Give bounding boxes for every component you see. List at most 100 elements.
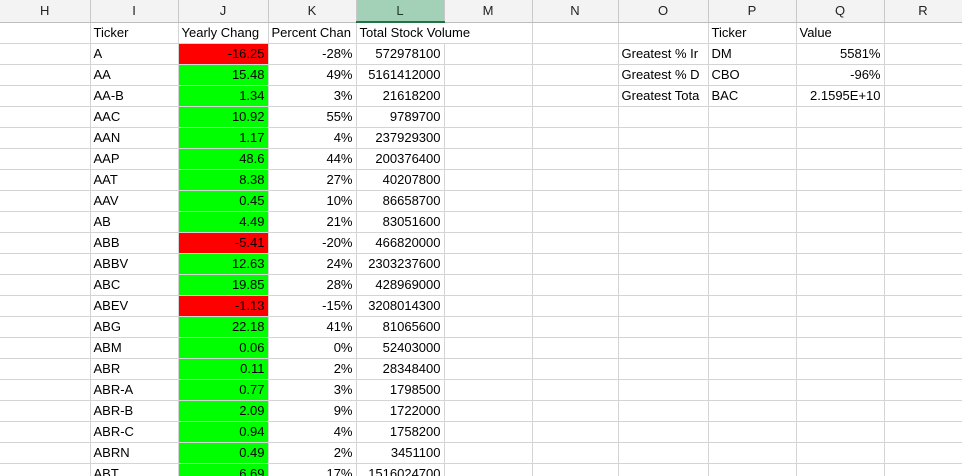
- percent-change-cell[interactable]: 9%: [268, 400, 357, 422]
- cell[interactable]: [444, 274, 533, 296]
- percent-change-cell[interactable]: 44%: [268, 148, 357, 170]
- column-header-j[interactable]: J: [178, 0, 269, 23]
- percent-change-cell[interactable]: 2%: [268, 358, 357, 380]
- cell[interactable]: [618, 253, 709, 275]
- cell[interactable]: [618, 421, 709, 443]
- total-volume-cell[interactable]: 1798500: [356, 379, 445, 401]
- cell[interactable]: [444, 190, 533, 212]
- cell[interactable]: [444, 232, 533, 254]
- cell[interactable]: [618, 127, 709, 149]
- cell[interactable]: [796, 148, 885, 170]
- total-volume-cell[interactable]: 3451100: [356, 442, 445, 464]
- cell[interactable]: [532, 421, 619, 443]
- cell[interactable]: [444, 463, 533, 476]
- cell[interactable]: [796, 190, 885, 212]
- yearly-change-cell[interactable]: 0.94: [178, 421, 269, 443]
- cell[interactable]: [0, 106, 91, 128]
- percent-change-cell[interactable]: 41%: [268, 316, 357, 338]
- cell[interactable]: [618, 211, 709, 233]
- cell[interactable]: [884, 421, 962, 443]
- total-volume-cell[interactable]: 9789700: [356, 106, 445, 128]
- cell[interactable]: [884, 274, 962, 296]
- cell[interactable]: [796, 358, 885, 380]
- cell[interactable]: [796, 253, 885, 275]
- cell[interactable]: [618, 316, 709, 338]
- cell[interactable]: [618, 358, 709, 380]
- ticker-cell[interactable]: AAN: [90, 127, 179, 149]
- column-header-r[interactable]: R: [884, 0, 962, 23]
- cell[interactable]: [708, 148, 797, 170]
- cell[interactable]: [796, 295, 885, 317]
- cell[interactable]: [532, 337, 619, 359]
- cell[interactable]: [444, 379, 533, 401]
- ticker-cell[interactable]: ABBV: [90, 253, 179, 275]
- cell[interactable]: [0, 379, 91, 401]
- yearly-change-cell[interactable]: -1.13: [178, 295, 269, 317]
- cell[interactable]: [0, 43, 91, 65]
- percent-change-cell[interactable]: -28%: [268, 43, 357, 65]
- yearly-change-cell[interactable]: 15.48: [178, 64, 269, 86]
- cell[interactable]: [0, 463, 91, 476]
- cell[interactable]: [618, 463, 709, 476]
- cell[interactable]: [884, 22, 962, 44]
- cell[interactable]: [618, 400, 709, 422]
- cell[interactable]: [796, 211, 885, 233]
- percent-change-cell[interactable]: 55%: [268, 106, 357, 128]
- cell[interactable]: [532, 190, 619, 212]
- cell[interactable]: [796, 106, 885, 128]
- cell[interactable]: [884, 442, 962, 464]
- ticker-cell[interactable]: ABT: [90, 463, 179, 476]
- cell[interactable]: [884, 463, 962, 476]
- summary-value-cell[interactable]: 5581%: [796, 43, 885, 65]
- cell[interactable]: [884, 295, 962, 317]
- summary-value-cell[interactable]: 2.1595E+10: [796, 85, 885, 107]
- column-header-k[interactable]: K: [268, 0, 357, 23]
- summary-label-cell[interactable]: Greatest % Ir: [618, 43, 709, 65]
- cell[interactable]: [532, 400, 619, 422]
- total-volume-cell[interactable]: 52403000: [356, 337, 445, 359]
- yearly-change-cell[interactable]: 10.92: [178, 106, 269, 128]
- total-volume-cell[interactable]: 572978100: [356, 43, 445, 65]
- ticker-cell[interactable]: A: [90, 43, 179, 65]
- cell[interactable]: [444, 316, 533, 338]
- cell[interactable]: [618, 379, 709, 401]
- cell[interactable]: [0, 316, 91, 338]
- cell[interactable]: [796, 232, 885, 254]
- cell[interactable]: [884, 190, 962, 212]
- ticker-cell[interactable]: ABR-B: [90, 400, 179, 422]
- summary-label-cell[interactable]: Greatest % D: [618, 64, 709, 86]
- yearly-change-cell[interactable]: 12.63: [178, 253, 269, 275]
- cell[interactable]: [444, 253, 533, 275]
- ticker-cell[interactable]: AAP: [90, 148, 179, 170]
- cell[interactable]: [884, 379, 962, 401]
- cell[interactable]: [708, 421, 797, 443]
- cell[interactable]: [708, 463, 797, 476]
- total-volume-cell[interactable]: 1722000: [356, 400, 445, 422]
- total-volume-cell[interactable]: 200376400: [356, 148, 445, 170]
- yearly-change-cell[interactable]: 19.85: [178, 274, 269, 296]
- cell[interactable]: [708, 337, 797, 359]
- total-volume-cell[interactable]: 40207800: [356, 169, 445, 191]
- total-volume-cell[interactable]: 21618200: [356, 85, 445, 107]
- cell[interactable]: [0, 274, 91, 296]
- cell[interactable]: [708, 295, 797, 317]
- column-header-l[interactable]: L: [356, 0, 445, 23]
- cell[interactable]: [708, 274, 797, 296]
- summary-ticker-cell[interactable]: BAC: [708, 85, 797, 107]
- total-volume-cell[interactable]: 81065600: [356, 316, 445, 338]
- ticker-cell[interactable]: ABR-C: [90, 421, 179, 443]
- cell[interactable]: [708, 190, 797, 212]
- yearly-change-cell[interactable]: -16.25: [178, 43, 269, 65]
- yearly-change-cell[interactable]: 8.38: [178, 169, 269, 191]
- cell[interactable]: [532, 316, 619, 338]
- cell[interactable]: [532, 211, 619, 233]
- cell[interactable]: [796, 442, 885, 464]
- cell[interactable]: [532, 463, 619, 476]
- cell[interactable]: [0, 190, 91, 212]
- cell[interactable]: [532, 379, 619, 401]
- cell[interactable]: [618, 442, 709, 464]
- cell[interactable]: [796, 421, 885, 443]
- percent-change-cell[interactable]: 2%: [268, 442, 357, 464]
- cell[interactable]: [444, 421, 533, 443]
- cell[interactable]: [0, 232, 91, 254]
